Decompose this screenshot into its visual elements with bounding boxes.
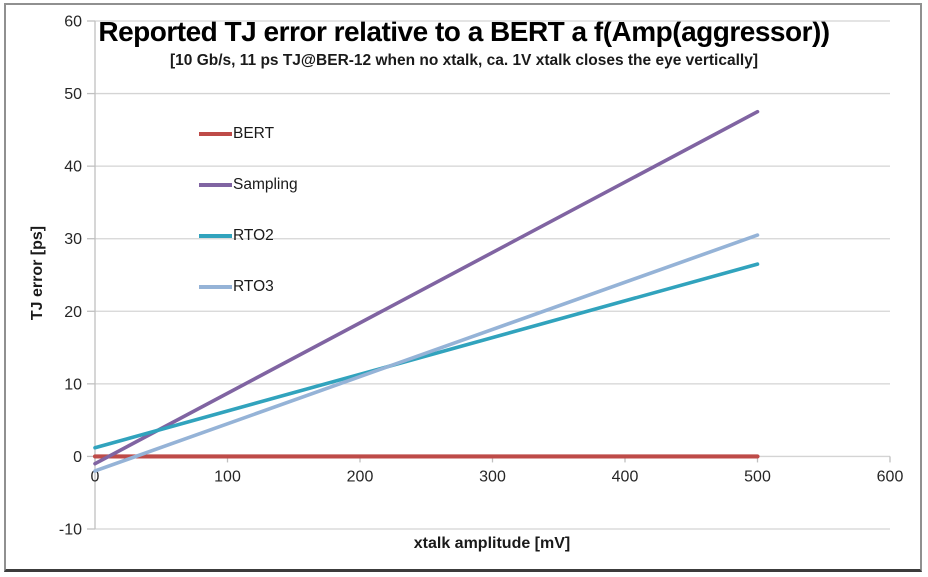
legend-item-rto3: RTO3 (199, 261, 298, 312)
legend: BERT Sampling RTO2 RTO3 (199, 108, 298, 312)
x-tick-label: 0 (91, 468, 100, 485)
y-tick-label: -10 (59, 522, 82, 539)
legend-swatch (199, 131, 232, 136)
legend-item-bert: BERT (199, 108, 298, 159)
x-tick-label: 500 (744, 468, 771, 485)
y-tick-label: 0 (73, 449, 82, 466)
y-tick-label: 30 (64, 231, 82, 248)
series-line-rto2 (93, 262, 760, 450)
y-tick-label: 20 (64, 304, 82, 321)
x-tick-label: 100 (214, 468, 241, 485)
y-tick-label: 60 (64, 14, 82, 31)
legend-label: RTO2 (233, 226, 274, 244)
x-tick-label: 600 (877, 468, 904, 485)
chart-frame (4, 3, 922, 572)
series-line-rto3 (93, 233, 760, 473)
legend-swatch (199, 284, 232, 289)
x-tick-label: 400 (612, 468, 639, 485)
legend-label: Sampling (233, 175, 298, 193)
y-tick-label: 50 (64, 86, 82, 103)
legend-swatch (199, 233, 232, 238)
legend-item-sampling: Sampling (199, 159, 298, 210)
x-tick-label: 200 (347, 468, 374, 485)
x-axis-title: xtalk amplitude [mV] (413, 535, 571, 552)
x-tick-label: 300 (479, 468, 506, 485)
chart-subtitle: [10 Gb/s, 11 ps TJ@BER-12 when no xtalk,… (169, 52, 759, 69)
legend-label: RTO3 (233, 277, 274, 295)
series-line-sampling (93, 109, 760, 466)
y-tick-label: 40 (64, 159, 82, 176)
y-tick-label: 10 (64, 376, 82, 393)
legend-label: BERT (233, 124, 275, 142)
legend-swatch (199, 182, 232, 187)
legend-item-rto2: RTO2 (199, 210, 298, 261)
